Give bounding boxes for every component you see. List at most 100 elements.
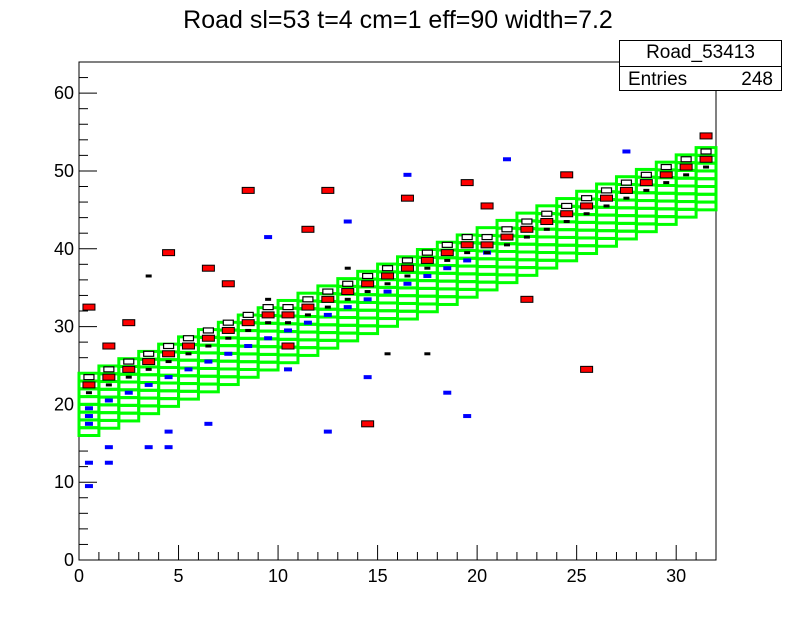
blue-bin	[463, 414, 472, 419]
red-bin	[261, 311, 275, 319]
black-bin	[464, 251, 471, 255]
blue-bin	[104, 445, 113, 450]
red-bin	[102, 342, 116, 350]
box-bin	[222, 319, 234, 326]
box-bin	[262, 304, 274, 311]
blue-bin	[323, 312, 332, 317]
red-bin	[381, 272, 395, 280]
black-bin	[364, 290, 371, 294]
box-bin	[501, 226, 513, 233]
black-bin	[523, 235, 530, 239]
red-bin	[162, 249, 176, 257]
red-bin	[221, 280, 235, 288]
red-bin	[619, 186, 633, 194]
x-tick-label: 5	[174, 566, 184, 586]
blue-bin	[244, 344, 253, 349]
red-bin	[122, 319, 136, 327]
red-bin	[361, 280, 375, 288]
red-bin	[82, 381, 96, 389]
red-bin	[241, 186, 255, 194]
x-tick-label: 15	[368, 566, 388, 586]
red-bin	[142, 358, 156, 366]
red-bin	[221, 326, 235, 334]
red-bin	[201, 264, 215, 272]
x-tick-label: 0	[74, 566, 84, 586]
red-bin	[560, 210, 574, 218]
red-bin	[540, 218, 554, 226]
red-bin	[580, 202, 594, 210]
y-tick-label: 40	[54, 239, 74, 259]
black-bin	[424, 266, 431, 270]
black-bin	[583, 212, 590, 216]
blue-bin	[104, 460, 113, 465]
box-bin	[162, 342, 175, 350]
red-bin	[460, 241, 474, 249]
box-bin	[561, 202, 573, 210]
stats-box-name: Road_53413	[620, 41, 781, 67]
red-bin	[639, 179, 653, 187]
blue-bin	[164, 445, 173, 450]
box-bin	[541, 210, 553, 217]
red-bin	[500, 233, 514, 241]
red-bin	[400, 194, 414, 202]
red-bin	[460, 179, 474, 187]
black-bin	[384, 352, 391, 356]
blue-bin	[502, 157, 511, 162]
blue-bin	[284, 328, 293, 333]
red-bin	[580, 365, 594, 373]
box-bin	[421, 249, 433, 256]
black-bin	[424, 352, 431, 356]
black-bin	[185, 352, 192, 356]
black-bin	[503, 243, 510, 247]
red-bin	[520, 225, 534, 233]
stats-entries-row: Entries 248	[620, 67, 781, 92]
y-tick-label: 20	[54, 394, 74, 414]
x-tick-label: 10	[268, 566, 288, 586]
y-tick-label: 30	[54, 317, 74, 337]
blue-bin	[284, 367, 293, 372]
y-tick-label: 50	[54, 161, 74, 181]
red-bin	[659, 171, 673, 179]
blue-bin	[164, 429, 173, 434]
road-cell	[694, 146, 718, 157]
stats-entries-value: 248	[741, 69, 773, 90]
black-bin	[324, 305, 331, 309]
black-bin	[703, 165, 710, 169]
chart-title: Road sl=53 t=4 cm=1 eff=90 width=7.2	[183, 6, 613, 34]
box-bin	[660, 163, 672, 171]
red-bin	[699, 155, 713, 163]
black-bin	[543, 227, 550, 231]
red-bin	[162, 350, 176, 358]
black-bin	[265, 321, 272, 325]
blue-bin	[403, 172, 412, 177]
red-bin	[679, 163, 693, 171]
black-bin	[165, 360, 172, 364]
red-bin	[281, 342, 295, 350]
black-bin	[145, 274, 152, 278]
box-bin	[282, 304, 294, 311]
box-bin	[640, 171, 652, 178]
black-bin	[344, 266, 351, 270]
blue-bin	[224, 351, 233, 356]
blue-bin	[204, 359, 213, 364]
red-bin	[420, 256, 434, 264]
box-bin	[342, 280, 354, 287]
box-bin	[83, 374, 95, 381]
x-tick-label: 30	[666, 566, 686, 586]
red-bin	[301, 225, 315, 233]
blue-bin	[184, 367, 193, 372]
x-tick-label: 25	[567, 566, 587, 586]
black-bin	[225, 336, 232, 340]
red-bin	[281, 311, 295, 319]
box-bin	[481, 233, 493, 241]
blue-bin	[622, 149, 631, 154]
box-bin	[123, 358, 135, 365]
blue-bin	[264, 235, 273, 240]
blue-bin	[363, 297, 372, 302]
blue-bin	[463, 258, 472, 263]
box-bin	[322, 288, 334, 295]
stats-entries-label: Entries	[628, 69, 688, 90]
box-bin	[680, 156, 692, 163]
